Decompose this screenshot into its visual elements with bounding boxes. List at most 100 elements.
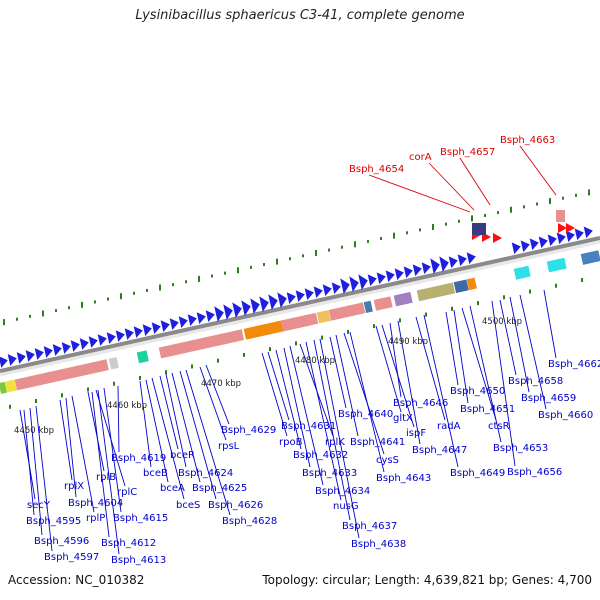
gene-arrow xyxy=(403,266,413,279)
leader-line xyxy=(261,352,288,437)
leader-line xyxy=(65,397,77,498)
scale-tick-label: 4480 kbp xyxy=(295,356,335,366)
gene-arrow xyxy=(142,324,152,336)
gene-label: Bsph_4626 xyxy=(208,500,263,511)
leader-line xyxy=(151,377,185,500)
gene-arrow xyxy=(268,294,278,310)
gene-block xyxy=(280,312,319,332)
leader-line xyxy=(159,375,179,450)
gene-block xyxy=(513,265,531,280)
gene-arrow xyxy=(196,312,206,324)
leader-line-red xyxy=(428,162,475,211)
gene-arrow xyxy=(439,256,449,273)
gene-block xyxy=(556,210,565,222)
leader-line xyxy=(71,395,95,513)
gene-label: Bsph_4658 xyxy=(508,376,563,387)
gene-label: Bsph_4624 xyxy=(178,468,233,479)
gene-arrow xyxy=(313,286,323,299)
gene-block xyxy=(0,381,7,394)
gene-arrow xyxy=(97,334,107,346)
gene-arrow xyxy=(565,230,575,243)
gene-label: bceB xyxy=(143,468,168,479)
leader-line xyxy=(491,300,516,467)
leader-line xyxy=(509,296,530,393)
leader-line xyxy=(375,325,402,413)
leader-line xyxy=(461,307,497,421)
gene-label: Bsph_4649 xyxy=(450,468,505,479)
leader-line-red xyxy=(519,145,557,196)
gene-label: Bsph_4643 xyxy=(376,473,431,484)
gene-label: radA xyxy=(437,421,461,432)
scale-tick-label: 4490 kbp xyxy=(388,337,428,347)
gene-label: Bsph_4641 xyxy=(350,437,405,448)
gene-arrow xyxy=(277,292,287,308)
gene-arrow xyxy=(214,306,224,322)
leader-line xyxy=(179,370,217,500)
gene-arrow xyxy=(61,342,71,354)
leader-line xyxy=(275,349,302,450)
gene-arrow xyxy=(511,242,521,255)
gene-label: Bsph_4646 xyxy=(393,398,448,409)
leader-line xyxy=(397,320,421,445)
gene-arrow xyxy=(574,228,584,241)
gene-label: Bsph_4638 xyxy=(351,539,406,550)
gene-arrow xyxy=(556,232,566,245)
gene-label: Bsph_4631 xyxy=(281,421,336,432)
gene-arrow xyxy=(187,314,197,326)
accession-text: Accession: NC_010382 xyxy=(8,573,145,587)
gene-arrow xyxy=(70,340,80,352)
gene-block xyxy=(393,291,413,307)
gene-label: ctsR xyxy=(488,421,510,432)
scale-tick-label: 4450 kbp xyxy=(14,426,54,436)
leader-line xyxy=(29,407,43,536)
gene-arrow xyxy=(232,302,242,318)
gene-label: Bsph_4596 xyxy=(34,536,89,547)
gene-arrow xyxy=(178,316,188,328)
leader-line xyxy=(499,299,517,376)
gene-label: Bsph_4651 xyxy=(460,404,515,415)
gene-label: gltX xyxy=(393,413,413,424)
leader-line xyxy=(171,372,201,483)
gene-block xyxy=(580,250,600,265)
gene-label-red: Bsph_4663 xyxy=(500,135,555,146)
leader-line-red xyxy=(459,157,491,206)
gene-arrow xyxy=(133,326,143,338)
leader-line xyxy=(453,309,469,404)
leader-line xyxy=(335,334,359,437)
gene-arrow xyxy=(16,352,26,364)
gene-block xyxy=(416,282,456,302)
leader-line xyxy=(519,294,547,410)
leader-line xyxy=(349,331,385,473)
gene-label: rplB xyxy=(96,472,116,483)
gene-block xyxy=(546,257,567,273)
gene-arrow xyxy=(538,236,548,249)
gene-label: Bsph_4650 xyxy=(450,386,505,397)
gene-arrow xyxy=(394,268,404,281)
leader-line xyxy=(319,338,360,539)
gene-arrow xyxy=(547,234,557,247)
gene-label: Bsph_4634 xyxy=(315,486,370,497)
gene-label-red: Bsph_4657 xyxy=(440,147,495,158)
gene-block xyxy=(328,302,366,321)
leader-line xyxy=(205,364,230,425)
gene-label: Bsph_4633 xyxy=(302,468,357,479)
leader-line-red xyxy=(368,174,471,213)
leader-line xyxy=(283,347,311,468)
leader-line xyxy=(19,409,36,500)
scale-ticks: 4450 kbp 4460 kbp 4470 kbp 4480 kbp 4490 kbp… xyxy=(14,317,522,436)
gene-label: bceS xyxy=(176,500,200,511)
gene-arrow xyxy=(160,320,170,332)
genome-summary-text: Topology: circular; Length: 4,639,821 bp… xyxy=(262,573,592,587)
gene-arrow xyxy=(286,292,296,305)
leader-line xyxy=(145,379,169,483)
gene-label: rplC xyxy=(117,487,137,498)
gene-arrow xyxy=(0,356,8,368)
gene-arrow xyxy=(583,226,593,239)
leader-line xyxy=(199,366,227,441)
leader-line xyxy=(469,305,502,443)
gene-label: Bsph_4628 xyxy=(222,516,277,527)
gene-label: Bsph_4662 xyxy=(548,359,600,370)
leader-line xyxy=(305,341,342,501)
